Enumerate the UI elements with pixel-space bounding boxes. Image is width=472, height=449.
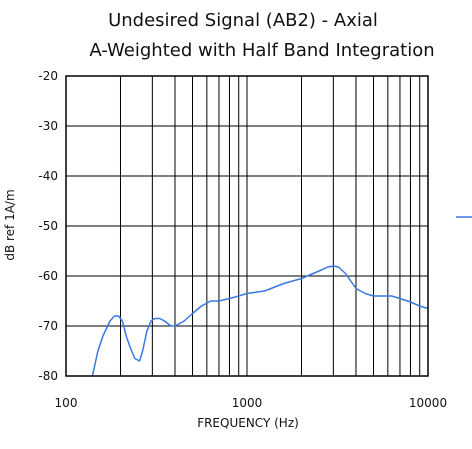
grid-lines — [66, 76, 428, 376]
y-tick-label: -60 — [38, 269, 58, 283]
y-axis-label: dB ref 1A/m — [3, 189, 17, 260]
tick-labels: -20 -30 -40 -50 -60 -70 -80 100 1000 10000 — [38, 69, 447, 410]
y-tick-label: -50 — [38, 219, 58, 233]
y-tick-label: -70 — [38, 319, 58, 333]
y-tick-label: -80 — [38, 369, 58, 383]
chart-subtitle: A-Weighted with Half Band Integration — [89, 40, 434, 61]
x-tick-label: 100 — [55, 396, 78, 410]
y-tick-label: -40 — [38, 169, 58, 183]
x-tick-label: 10000 — [409, 396, 447, 410]
y-tick-label: -20 — [38, 69, 58, 83]
plot-frame — [65, 75, 429, 377]
series-line — [91, 265, 429, 377]
x-tick-label: 1000 — [232, 396, 263, 410]
y-tick-label: -30 — [38, 119, 58, 133]
series-layer — [91, 265, 429, 377]
x-axis-label: FREQUENCY (Hz) — [197, 416, 299, 430]
chart-title: Undesired Signal (AB2) - Axial — [108, 10, 378, 31]
